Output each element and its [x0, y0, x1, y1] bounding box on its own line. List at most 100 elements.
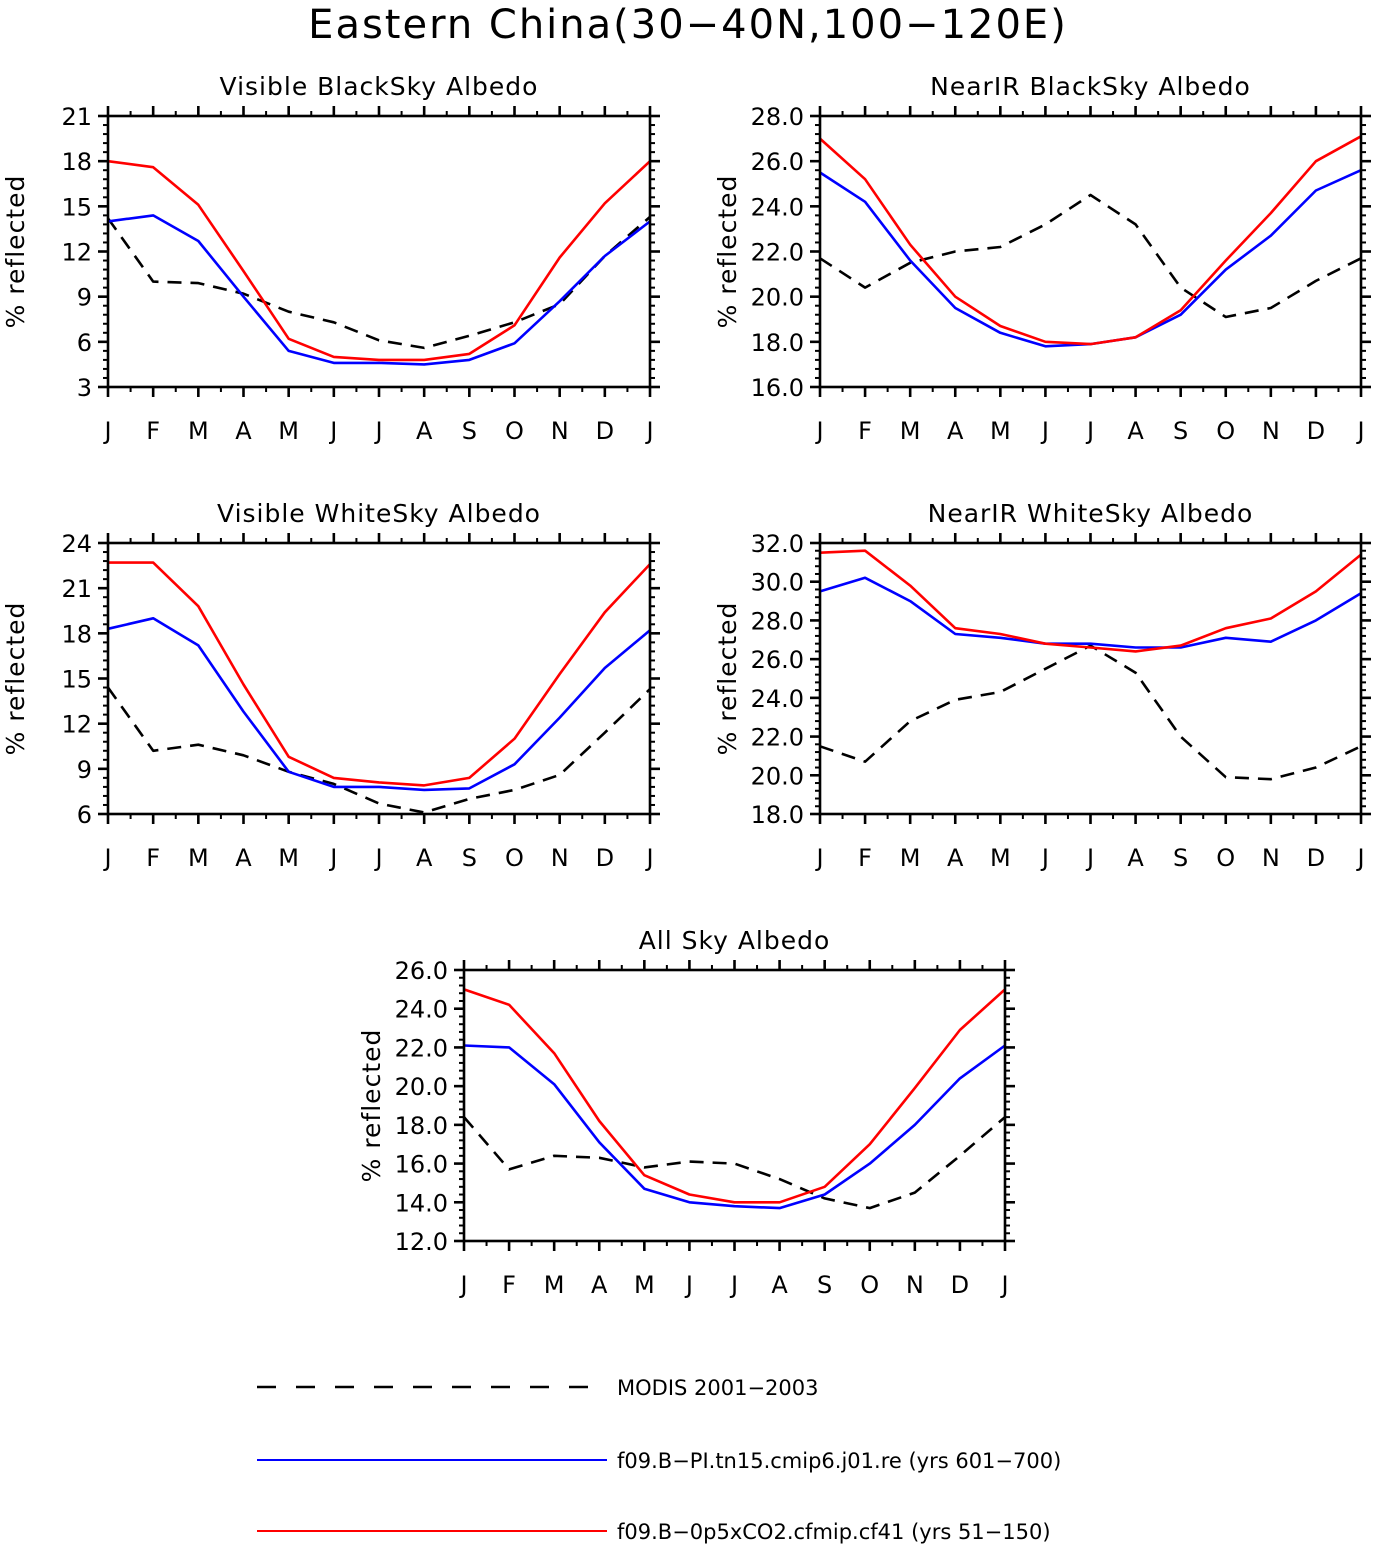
x-tick-label: A: [947, 844, 964, 872]
x-tick-label: O: [505, 417, 524, 445]
x-tick-label: J: [814, 844, 823, 872]
series-line-3: [819, 135, 1362, 346]
y-tick-label: 22.0: [751, 724, 804, 752]
panel-title: All Sky Albedo: [639, 926, 831, 955]
x-tick-label: J: [1085, 417, 1094, 445]
x-tick-label: F: [858, 844, 872, 872]
y-tick-label: 22.0: [751, 239, 804, 267]
x-tick-label: D: [596, 844, 614, 872]
y-tick-label: 22.0: [395, 1034, 448, 1062]
x-tick-label: A: [235, 417, 252, 445]
x-tick-label: S: [1173, 417, 1188, 445]
panel-title: Visible WhiteSky Albedo: [217, 499, 541, 528]
series-line-1: [819, 193, 1362, 319]
x-tick-label: D: [1307, 844, 1325, 872]
y-tick-label: 21: [61, 103, 92, 131]
x-tick-label: N: [1262, 417, 1280, 445]
y-tick-label: 24.0: [395, 996, 448, 1024]
series-line-2: [463, 1044, 1006, 1210]
y-axis-label: % reflected: [357, 1029, 386, 1183]
x-tick-label: M: [544, 1271, 565, 1299]
y-tick-label: 16.0: [395, 1151, 448, 1179]
y-tick-label: 24.0: [751, 685, 804, 713]
x-tick-label: M: [188, 417, 209, 445]
y-axis-label: % reflected: [713, 175, 742, 329]
x-tick-label: A: [1127, 417, 1144, 445]
legend-entry-3: f09.B−0p5xCO2.cfmip.cf41 (yrs 51−150): [257, 1520, 1051, 1544]
series-line-2: [107, 214, 651, 366]
plot-frame: [818, 114, 1363, 389]
legend-label: f09.B−0p5xCO2.cfmip.cf41 (yrs 51−150): [617, 1520, 1051, 1544]
series-line-2: [107, 616, 651, 792]
x-tick-label: F: [146, 844, 160, 872]
x-tick-label: J: [102, 417, 111, 445]
x-tick-label: J: [1355, 417, 1364, 445]
series-line-2: [819, 169, 1362, 348]
y-axis-label: % reflected: [713, 602, 742, 756]
plot-frame: [106, 541, 652, 816]
x-tick-label: N: [1262, 844, 1280, 872]
plot-frame: [818, 541, 1363, 816]
x-tick-label: J: [814, 417, 823, 445]
legend-label: f09.B−PI.tn15.cmip6.j01.re (yrs 601−700): [617, 1449, 1061, 1473]
x-tick-label: D: [1307, 417, 1325, 445]
x-tick-label: O: [1216, 844, 1235, 872]
y-tick-label: 15: [61, 666, 92, 694]
y-tick-label: 14.0: [395, 1189, 448, 1217]
x-tick-label: J: [644, 417, 653, 445]
x-tick-label: N: [551, 417, 569, 445]
y-tick-label: 24: [61, 530, 92, 558]
series-line-3: [108, 561, 651, 787]
x-tick-label: J: [1040, 844, 1049, 872]
series-line-3: [819, 549, 1362, 653]
x-tick-label: J: [373, 844, 382, 872]
figure-title: Eastern China(30−40N,100−120E): [308, 2, 1068, 48]
x-tick-label: J: [644, 844, 653, 872]
series-line-3: [107, 159, 651, 362]
x-tick-label: A: [235, 844, 252, 872]
y-tick-label: 20.0: [395, 1073, 448, 1101]
x-tick-label: A: [591, 1271, 608, 1299]
x-tick-label: M: [990, 417, 1011, 445]
y-tick-label: 24.0: [751, 193, 804, 221]
x-tick-label: M: [278, 417, 299, 445]
panel-title: Visible BlackSky Albedo: [220, 72, 539, 101]
legend-entry-2: f09.B−PI.tn15.cmip6.j01.re (yrs 601−700): [257, 1449, 1061, 1473]
x-tick-label: A: [416, 417, 433, 445]
series-line-2: [819, 576, 1362, 649]
series-line-1: [463, 1116, 1006, 1210]
x-tick-label: S: [462, 417, 477, 445]
x-tick-label: J: [373, 417, 382, 445]
x-tick-label: M: [900, 417, 921, 445]
x-tick-label: J: [729, 1271, 738, 1299]
x-tick-label: F: [502, 1271, 516, 1299]
x-tick-label: O: [860, 1271, 879, 1299]
y-tick-label: 6: [77, 801, 92, 829]
y-tick-label: 18: [61, 148, 92, 176]
x-tick-label: S: [817, 1271, 832, 1299]
y-tick-label: 18.0: [751, 329, 804, 357]
x-tick-label: A: [771, 1271, 788, 1299]
series-line-1: [819, 644, 1362, 781]
y-tick-label: 18.0: [395, 1112, 448, 1140]
x-tick-label: S: [1173, 844, 1188, 872]
y-tick-label: 26.0: [751, 646, 804, 674]
y-tick-label: 15: [61, 193, 92, 221]
y-tick-label: 28.0: [751, 103, 804, 131]
x-tick-label: F: [146, 417, 160, 445]
x-tick-label: D: [596, 417, 614, 445]
x-tick-label: O: [1216, 417, 1235, 445]
x-tick-label: M: [188, 844, 209, 872]
y-tick-label: 28.0: [751, 607, 804, 635]
x-tick-label: F: [858, 417, 872, 445]
y-tick-label: 16.0: [751, 374, 804, 402]
x-tick-label: J: [102, 844, 111, 872]
x-tick-label: D: [951, 1271, 969, 1299]
y-tick-label: 12: [61, 711, 92, 739]
y-axis-label: % reflected: [1, 602, 30, 756]
